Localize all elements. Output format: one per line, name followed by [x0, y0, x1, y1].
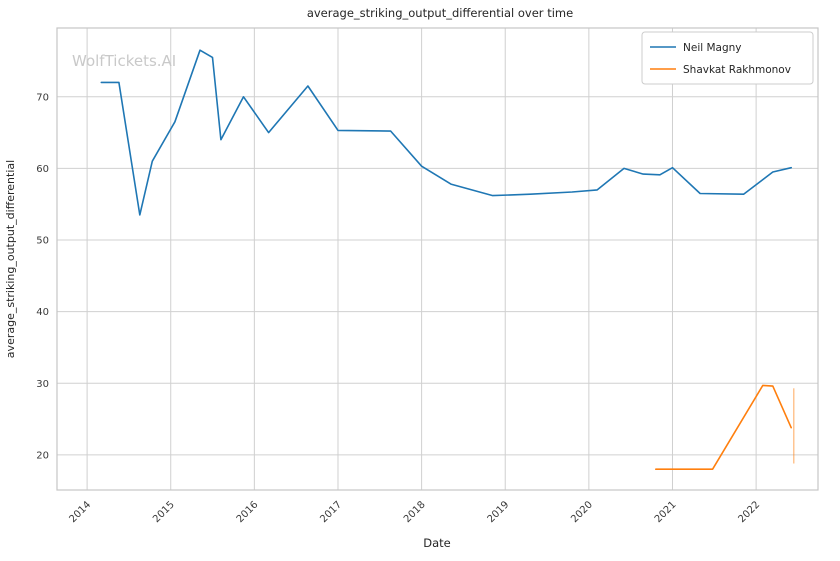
x-tick-label: 2018 — [402, 499, 428, 525]
y-tick-label: 50 — [36, 236, 49, 247]
grid-layer — [56, 27, 819, 491]
y-tick-label: 70 — [36, 92, 49, 103]
watermark: WolfTickets.AI — [72, 52, 176, 70]
x-tick-label: 2019 — [486, 499, 512, 525]
series-line-1 — [654, 384, 793, 471]
series-layer — [100, 49, 795, 471]
x-tick-label: 2014 — [67, 499, 93, 525]
x-axis-label: Date — [423, 536, 451, 550]
y-tick-label: 20 — [36, 450, 49, 461]
y-tick-label: 30 — [36, 379, 49, 390]
legend-label-0: Neil Magny — [683, 42, 742, 54]
y-tick-label: 40 — [36, 307, 49, 318]
y-axis-label: average_striking_output_differential — [4, 160, 17, 358]
legend-box — [641, 31, 814, 85]
x-tick-label: 2022 — [736, 499, 762, 525]
x-tick-label: 2015 — [151, 499, 177, 525]
chart-title: average_striking_output_differential ove… — [307, 6, 573, 20]
series-line-0 — [100, 49, 793, 216]
legend: Neil Magny Shavkat Rakhmonov — [641, 31, 814, 85]
x-tick-label: 2020 — [569, 499, 595, 525]
x-tick-label: 2021 — [653, 499, 679, 525]
x-tick-label: 2017 — [318, 499, 344, 525]
x-tick-label: 2016 — [235, 499, 261, 525]
plot-area-border — [56, 27, 819, 491]
tick-layer: 2014 2015 2016 2017 2018 2019 2020 2021 2022 20 30… — [36, 92, 762, 525]
legend-label-1: Shavkat Rakhmonov — [683, 64, 791, 76]
y-tick-label: 60 — [36, 164, 49, 175]
